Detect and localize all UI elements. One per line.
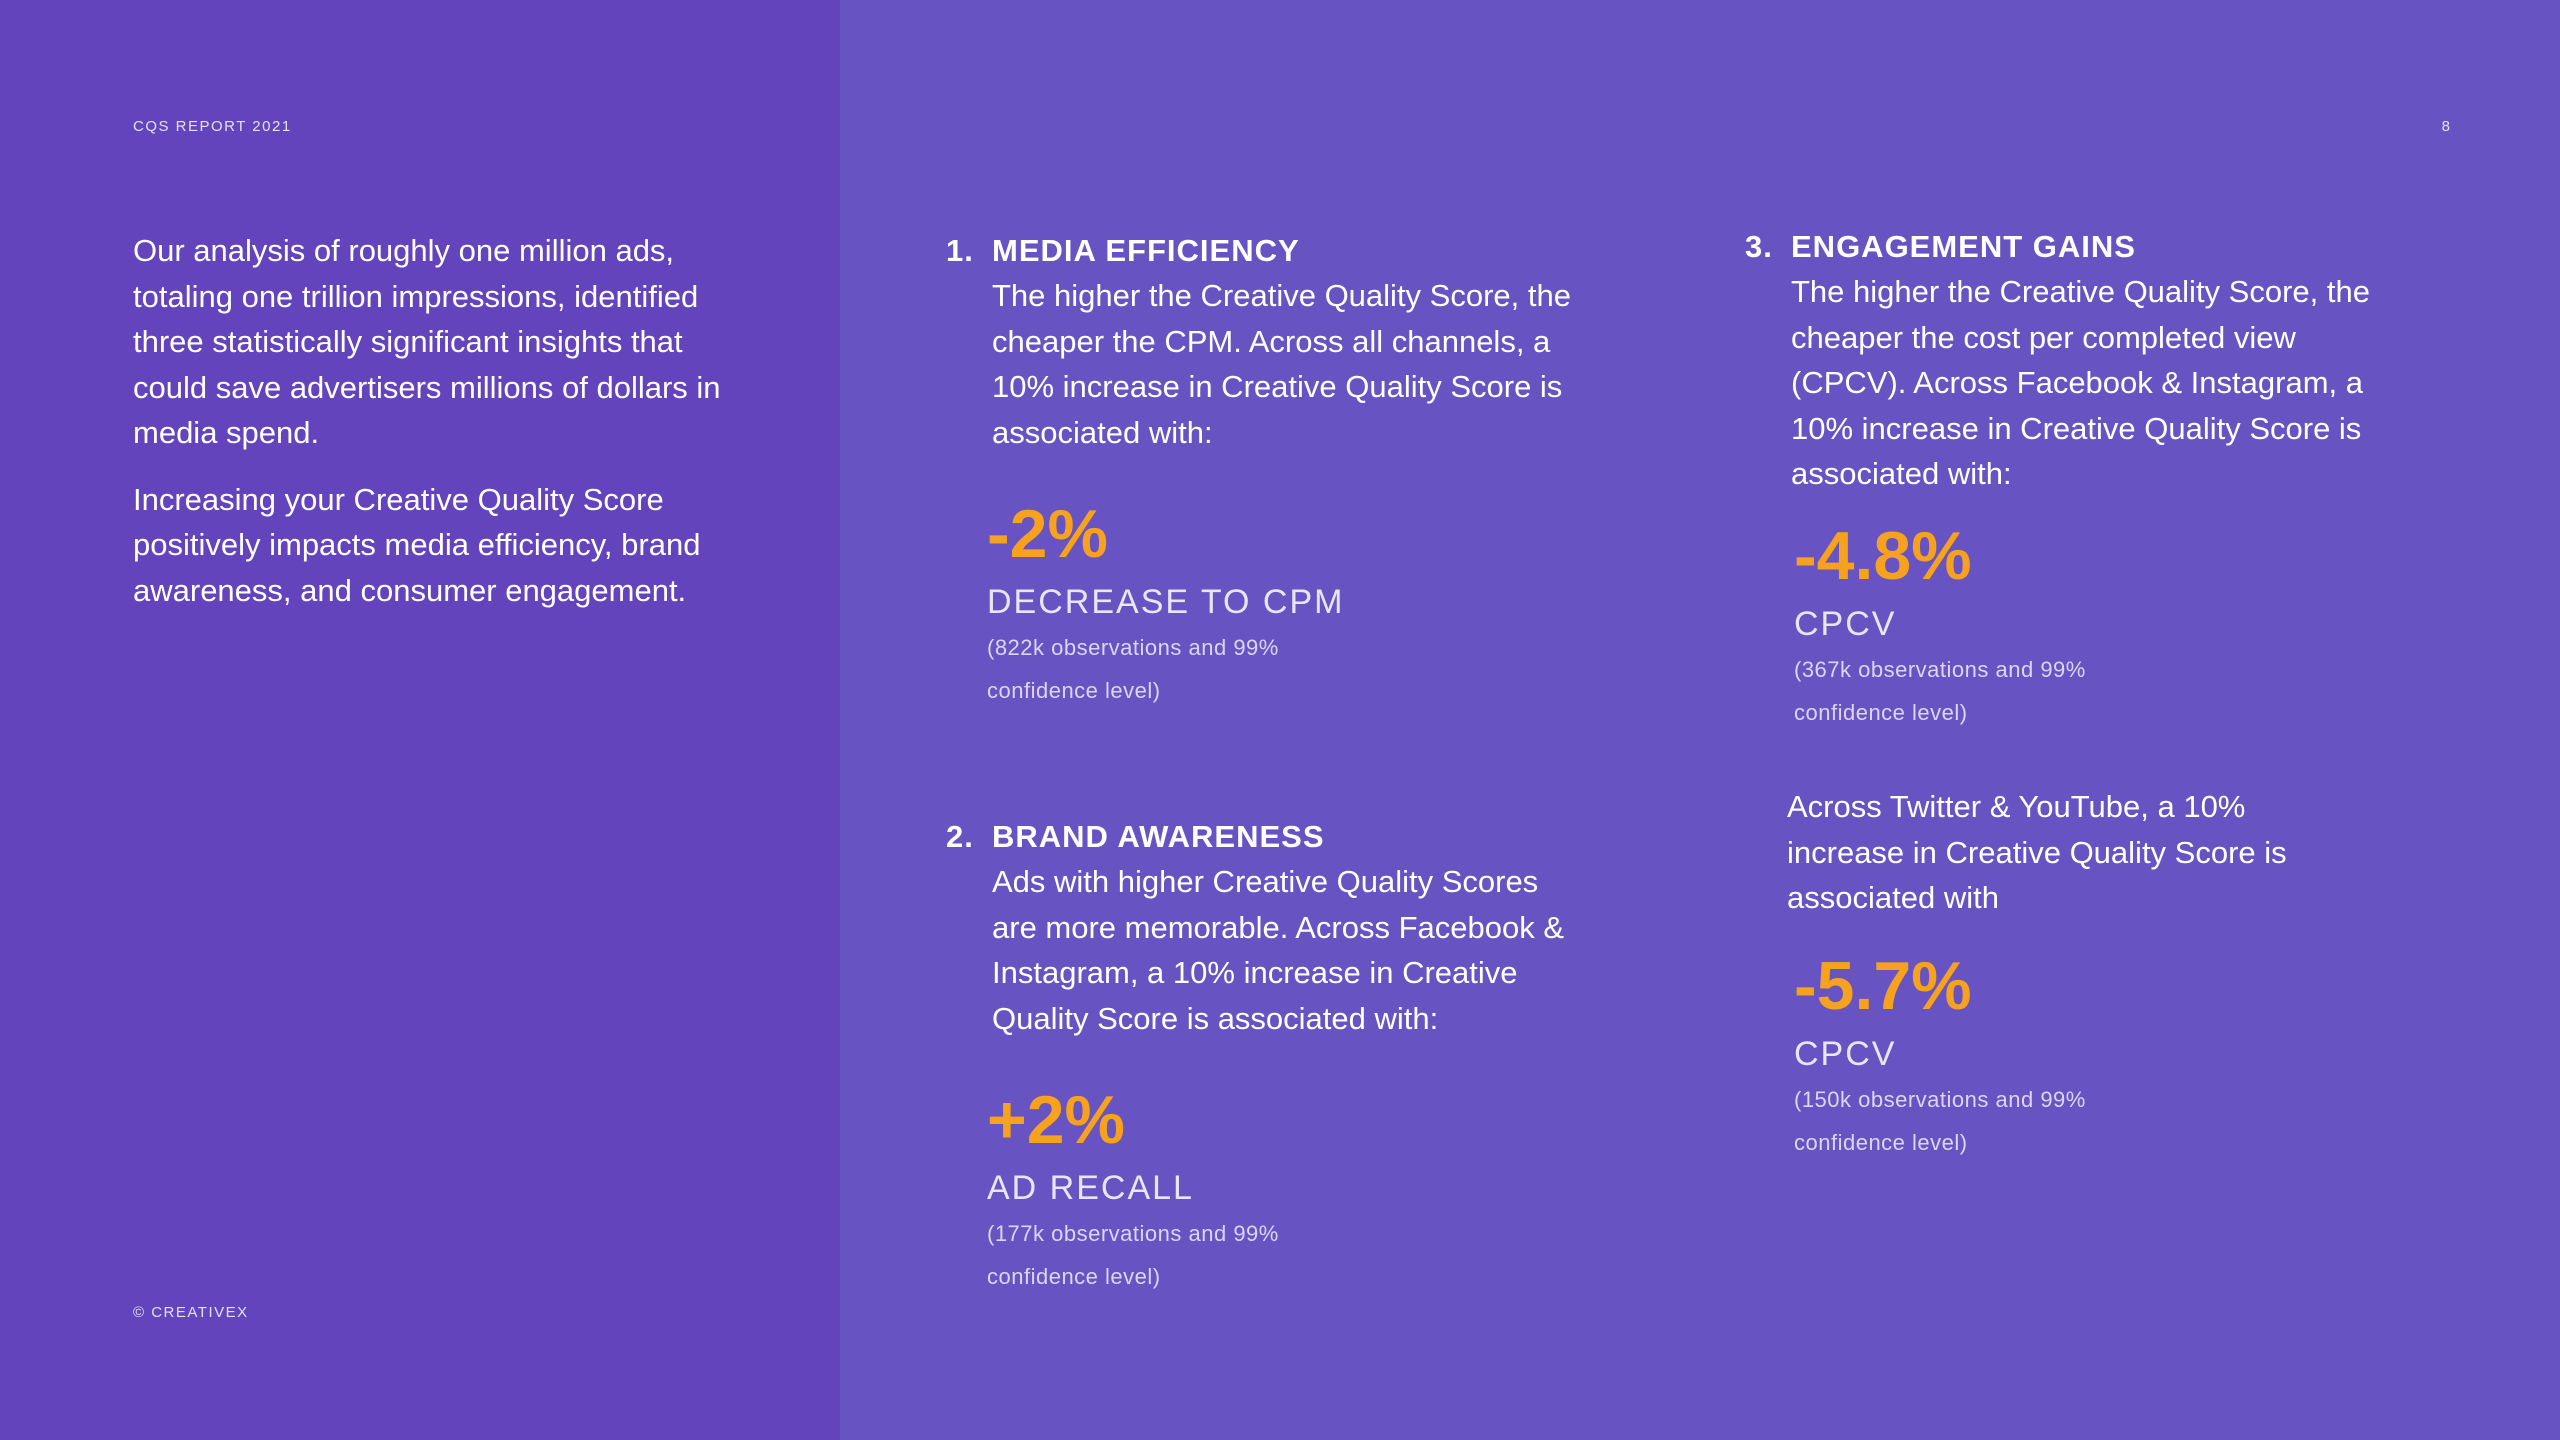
stat-media-efficiency: -2% DECREASE TO CPM (822k observations a… — [987, 494, 1344, 712]
section-number: 2. — [946, 819, 974, 854]
stat-note: (177k observations and 99% confidence le… — [987, 1221, 1279, 1289]
section-description: The higher the Creative Quality Score, t… — [1791, 274, 2370, 491]
section-heading: 1. MEDIA EFFICIENCY — [946, 228, 1586, 273]
stat-value: -5.7% — [1794, 948, 1972, 1024]
intro-paragraph-1: Our analysis of roughly one million ads,… — [133, 233, 721, 450]
section-heading: 2. BRAND AWARENESS — [946, 814, 1586, 859]
right-panel — [840, 0, 2560, 1440]
section-brand-awareness: 2. BRAND AWARENESS Ads with higher Creat… — [946, 814, 1586, 1041]
stat-label: CPCV — [1794, 1035, 1897, 1073]
stat-value: +2% — [987, 1082, 1125, 1158]
section-number: 3. — [1745, 229, 1773, 264]
stat-note: (367k observations and 99% confidence le… — [1794, 657, 2086, 725]
intro-paragraph-2: Increasing your Creative Quality Score p… — [133, 481, 701, 608]
report-label: CQS REPORT 2021 — [133, 118, 292, 135]
stat-label: AD RECALL — [987, 1169, 1194, 1207]
stat-engagement-twitter-youtube: -5.7% CPCV (150k observations and 99% co… — [1794, 946, 2134, 1164]
section-title: BRAND AWARENESS — [992, 819, 1325, 854]
section-description: Ads with higher Creative Quality Scores … — [992, 864, 1565, 1036]
page-number: 8 — [2441, 118, 2450, 135]
section-title: MEDIA EFFICIENCY — [992, 233, 1300, 268]
stat-label: DECREASE TO CPM — [987, 583, 1345, 621]
stat-value: -4.8% — [1794, 518, 1972, 594]
section-number: 1. — [946, 233, 974, 268]
copyright-label: © CREATIVEX — [133, 1304, 249, 1321]
intro-text: Our analysis of roughly one million ads,… — [133, 228, 733, 634]
engagement-secondary-text: Across Twitter & YouTube, a 10% increase… — [1787, 789, 2287, 915]
stat-engagement-facebook: -4.8% CPCV (367k observations and 99% co… — [1794, 516, 2134, 734]
stat-label: CPCV — [1794, 605, 1897, 643]
stat-value: -2% — [987, 496, 1108, 572]
stat-note: (822k observations and 99% confidence le… — [987, 635, 1279, 703]
section-heading: 3. ENGAGEMENT GAINS — [1745, 224, 2405, 269]
left-panel — [0, 0, 840, 1440]
stat-note: (150k observations and 99% confidence le… — [1794, 1087, 2086, 1155]
stat-brand-awareness: +2% AD RECALL (177k observations and 99%… — [987, 1080, 1327, 1298]
section-title: ENGAGEMENT GAINS — [1791, 229, 2136, 264]
section-engagement-gains: 3. ENGAGEMENT GAINS The higher the Creat… — [1745, 224, 2405, 497]
section-media-efficiency: 1. MEDIA EFFICIENCY The higher the Creat… — [946, 228, 1586, 455]
section-description: The higher the Creative Quality Score, t… — [992, 278, 1571, 450]
